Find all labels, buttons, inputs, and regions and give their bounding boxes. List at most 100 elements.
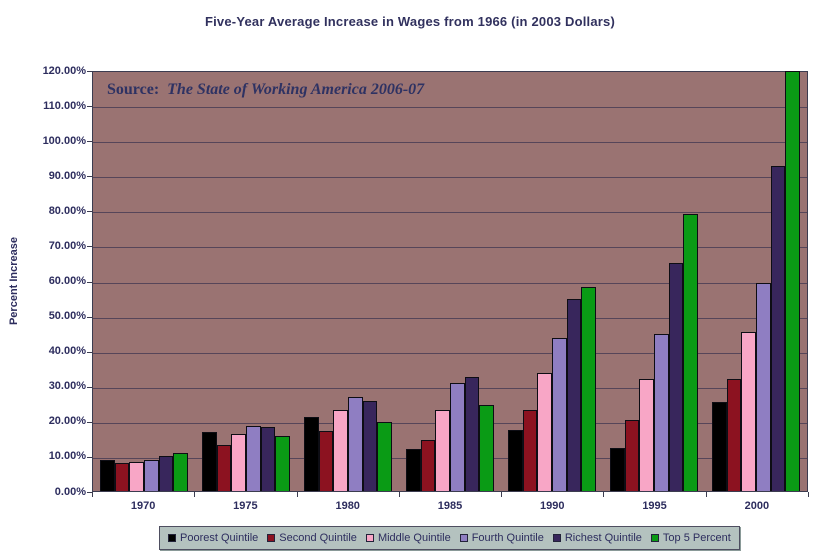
- x-tick-label-1975: 1975: [233, 500, 258, 512]
- legend-item-poorest-quintile: Poorest Quintile: [168, 532, 258, 544]
- bar-group-1995: [603, 72, 705, 491]
- legend-swatch-icon: [267, 534, 276, 542]
- bar-richest-quintile-2000: [770, 165, 786, 491]
- bar-richest-quintile-1995: [668, 262, 684, 491]
- bar-second-quintile-1990: [522, 409, 538, 491]
- bar-middle-quintile-1995: [639, 378, 655, 491]
- bar-middle-quintile-2000: [741, 331, 757, 491]
- x-tick: [603, 492, 605, 497]
- bar-second-quintile-1985: [420, 440, 436, 491]
- y-tick: [87, 386, 92, 388]
- legend-label: Fourth Quintile: [471, 532, 544, 544]
- bar-fourth-quintile-1990: [552, 338, 567, 491]
- gridline-110: [93, 107, 807, 109]
- bar-richest-quintile-1980: [362, 400, 378, 491]
- gridline-70: [93, 247, 807, 249]
- legend-swatch-icon: [365, 534, 374, 542]
- bar-richest-quintile-1990: [566, 299, 582, 491]
- legend-swatch-icon: [168, 534, 176, 542]
- bar-group-1975: [195, 72, 297, 491]
- y-tick: [87, 211, 92, 213]
- bar-middle-quintile-1990: [537, 373, 553, 491]
- legend-item-top-5-percent: Top 5 Percent: [650, 532, 731, 544]
- legend-label: Richest Quintile: [564, 532, 642, 544]
- bar-fourth-quintile-1985: [450, 382, 465, 491]
- bar-second-quintile-2000: [726, 379, 742, 491]
- y-tick: [87, 246, 92, 248]
- bar-top-5-percent-1990: [581, 287, 597, 491]
- source-note-prefix: Source:: [107, 81, 160, 98]
- legend-label: Middle Quintile: [377, 532, 451, 544]
- bar-second-quintile-1970: [114, 462, 130, 491]
- bar-second-quintile-1980: [318, 430, 334, 491]
- bar-poorest-quintile-1970: [100, 460, 115, 491]
- legend-item-fourth-quintile: Fourth Quintile: [459, 532, 544, 544]
- x-tick: [705, 492, 707, 497]
- bar-fourth-quintile-1995: [654, 334, 669, 491]
- x-tick: [398, 492, 400, 497]
- legend-label: Top 5 Percent: [662, 532, 731, 544]
- x-tick: [808, 492, 809, 497]
- bar-poorest-quintile-1985: [406, 448, 421, 491]
- y-tick: [87, 281, 92, 283]
- bar-top-5-percent-1975: [275, 435, 291, 491]
- bar-group-1985: [399, 72, 501, 491]
- y-tick: [87, 176, 92, 178]
- bar-group-2000: [705, 71, 807, 491]
- bar-richest-quintile-1970: [158, 455, 174, 491]
- gridline-50: [93, 317, 807, 319]
- y-tick: [87, 456, 92, 458]
- x-tick: [501, 492, 503, 497]
- bar-top-5-percent-1970: [173, 453, 189, 491]
- legend-item-second-quintile: Second Quintile: [267, 532, 357, 544]
- y-tick: [87, 106, 92, 108]
- bar-second-quintile-1975: [216, 445, 232, 491]
- legend-swatch-icon: [459, 534, 468, 542]
- bar-fourth-quintile-2000: [756, 282, 771, 491]
- legend-item-middle-quintile: Middle Quintile: [365, 532, 451, 544]
- y-tick: [87, 492, 92, 493]
- gridline-60: [93, 282, 807, 284]
- source-note-text: The State of Working America 2006-07: [167, 81, 425, 98]
- bar-group-1990: [501, 72, 603, 491]
- y-tick-label: 10.00%: [48, 450, 86, 463]
- y-tick-label: 70.00%: [48, 239, 86, 252]
- y-tick-label: 30.00%: [48, 380, 86, 393]
- x-tick-label-1980: 1980: [335, 500, 360, 512]
- legend-label: Second Quintile: [279, 532, 357, 544]
- y-tick-label: 120.00%: [42, 64, 86, 77]
- legend-swatch-icon: [650, 534, 659, 542]
- y-tick: [87, 71, 92, 72]
- y-tick-label: 110.00%: [43, 99, 86, 112]
- y-tick-label: 50.00%: [48, 310, 86, 323]
- bar-poorest-quintile-1980: [304, 416, 319, 491]
- bar-fourth-quintile-1975: [246, 426, 261, 491]
- y-tick-label: 40.00%: [48, 345, 86, 358]
- bar-middle-quintile-1970: [129, 461, 145, 491]
- gridline-80: [93, 212, 807, 214]
- bar-fourth-quintile-1970: [144, 459, 159, 491]
- x-tick: [194, 492, 196, 497]
- bar-poorest-quintile-1995: [610, 447, 625, 491]
- bar-top-5-percent-1980: [377, 422, 393, 491]
- legend-label: Poorest Quintile: [180, 532, 259, 544]
- source-note: Source: The State of Working America 2006…: [107, 81, 424, 99]
- y-tick-label: 90.00%: [48, 169, 86, 182]
- legend: Poorest Quintile Second Quintile Middle Qu…: [159, 526, 740, 550]
- plot-area: Source: The State of Working America 2006…: [92, 71, 808, 492]
- x-tick-label-1970: 1970: [130, 500, 156, 512]
- bar-top-5-percent-1985: [479, 405, 495, 491]
- bar-poorest-quintile-1975: [202, 432, 217, 491]
- x-tick-label-1985: 1985: [437, 500, 463, 512]
- y-tick-label: 60.00%: [48, 275, 86, 287]
- x-tick: [296, 492, 298, 497]
- gridline-40: [93, 352, 807, 354]
- bar-second-quintile-1995: [624, 420, 640, 491]
- bar-group-1970: [93, 72, 195, 491]
- legend-item-richest-quintile: Richest Quintile: [552, 532, 642, 544]
- x-tick-label-2000: 2000: [744, 500, 770, 512]
- bar-poorest-quintile-2000: [712, 401, 727, 491]
- x-tick-label-1990: 1990: [540, 500, 565, 512]
- y-tick: [87, 351, 92, 353]
- bar-richest-quintile-1985: [464, 376, 480, 491]
